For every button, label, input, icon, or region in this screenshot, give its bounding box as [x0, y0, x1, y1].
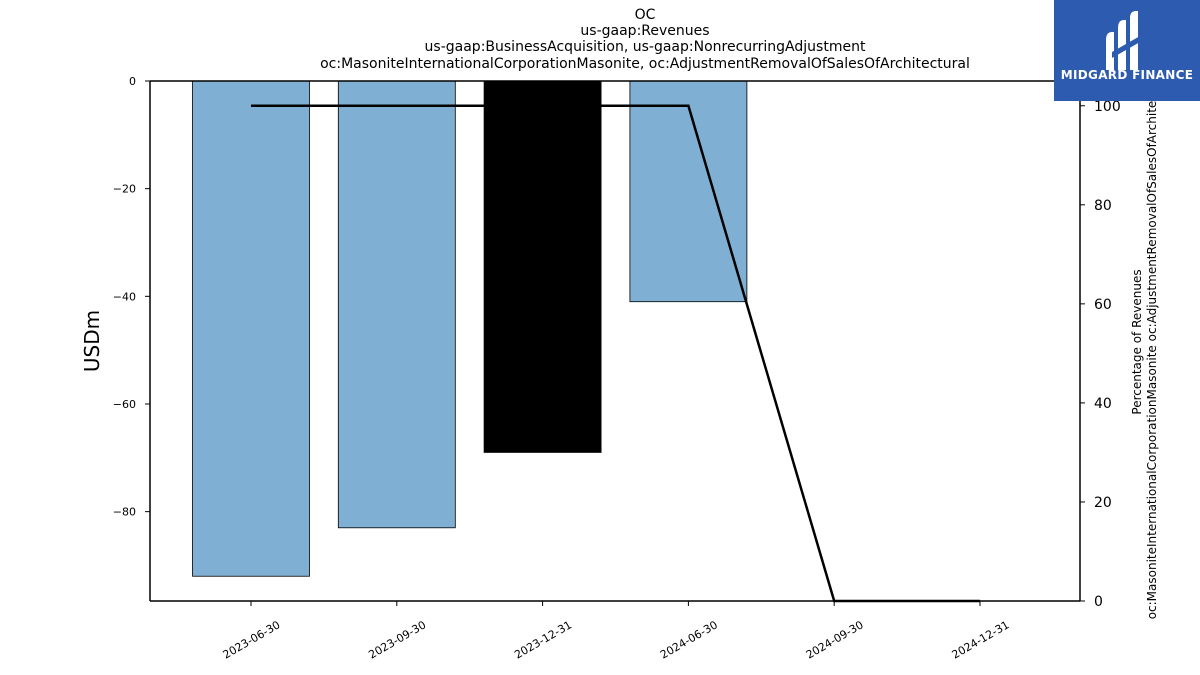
right-tick-label: 80	[1094, 198, 1112, 214]
chart-subtitle-concept: us-gaap:Revenues	[580, 23, 710, 39]
midgard-finance-logo: MIDGARD FINANCE	[1054, 0, 1200, 101]
x-tick-label: 2023-12-31	[512, 618, 574, 661]
left-tick-label: −60	[113, 398, 136, 411]
x-tick-label: 2023-06-30	[221, 618, 283, 661]
bar-2023-12-31	[483, 80, 602, 453]
x-tick-label: 2024-06-30	[658, 618, 720, 661]
y-left-label: USDm	[80, 310, 104, 372]
left-tick-label: −80	[113, 506, 136, 519]
right-tick-label: 100	[1094, 99, 1121, 115]
right-tick-label: 60	[1094, 297, 1112, 313]
chart-title: OC	[634, 7, 656, 23]
y-right-label-line2: oc:MasoniteInternationalCorporationMason…	[1145, 101, 1159, 620]
midgard-logo-icon	[1106, 11, 1140, 70]
logo-text: MIDGARD FINANCE	[1060, 68, 1194, 82]
chart-subtitle-members: oc:MasoniteInternationalCorporationMason…	[320, 56, 970, 72]
x-tick-label: 2024-09-30	[804, 618, 866, 661]
right-tick-label: 20	[1094, 495, 1112, 511]
chart-subtitle-axis: us-gaap:BusinessAcquisition, us-gaap:Non…	[424, 39, 866, 55]
bar-2023-06-30	[192, 80, 310, 577]
x-tick-label: 2024-12-31	[950, 618, 1012, 661]
left-tick-label: −20	[113, 183, 136, 196]
left-tick-label: 0	[129, 75, 136, 88]
x-tick-label: 2023-09-30	[366, 618, 428, 661]
bar-2024-06-30	[629, 80, 748, 303]
y-right-label-line1: Percentage of Revenues	[1130, 269, 1144, 414]
right-tick-label: 40	[1094, 396, 1112, 412]
bar-2023-09-30	[337, 80, 456, 529]
left-tick-label: −40	[113, 290, 136, 303]
right-tick-label: 0	[1094, 594, 1103, 610]
